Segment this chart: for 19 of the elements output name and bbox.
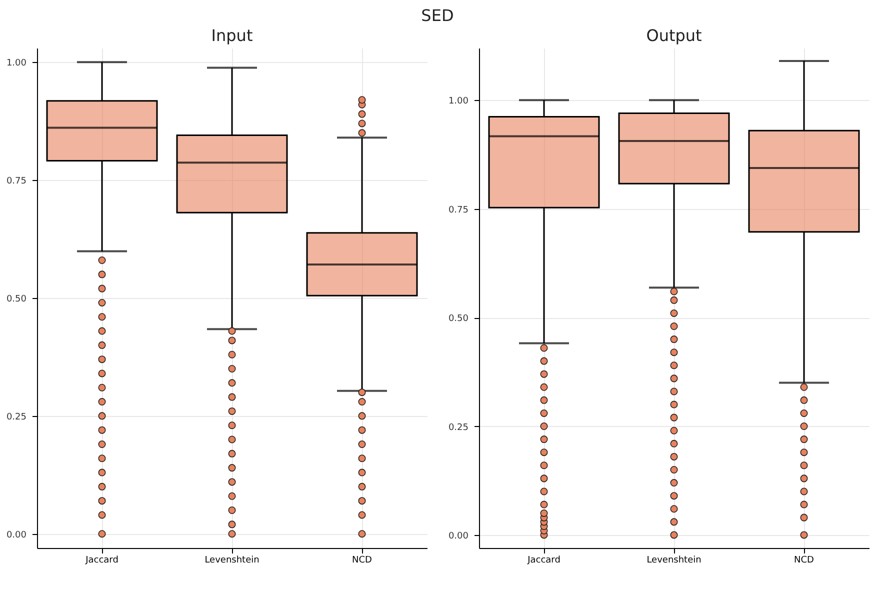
y-tick-label: 0.50 (448, 314, 469, 324)
x-tick-label: Levenshtein (646, 556, 702, 566)
x-tick-label: Jaccard (84, 556, 118, 566)
y-tick-label: 0.25 (6, 412, 26, 422)
text: SED (421, 6, 454, 25)
y-tick-label: 0.00 (6, 530, 27, 540)
y-tick-label: 0.00 (448, 531, 469, 542)
x-tick-label: NCD (794, 556, 814, 566)
chart-title: Output (646, 26, 702, 45)
x-tick-label: Levenshtein (204, 556, 260, 566)
x-tick-label: NCD (352, 556, 372, 566)
y-tick-label: 0.50 (6, 294, 27, 304)
y-tick-label: 1.00 (6, 58, 27, 69)
chart-title: Input (211, 26, 253, 45)
x-tick-label: Jaccard (526, 556, 560, 566)
y-tick-label: 1.00 (448, 96, 469, 107)
y-tick-label: 0.25 (448, 422, 468, 433)
y-tick-label: 0.75 (448, 205, 468, 216)
y-tick-label: 0.75 (6, 176, 26, 187)
